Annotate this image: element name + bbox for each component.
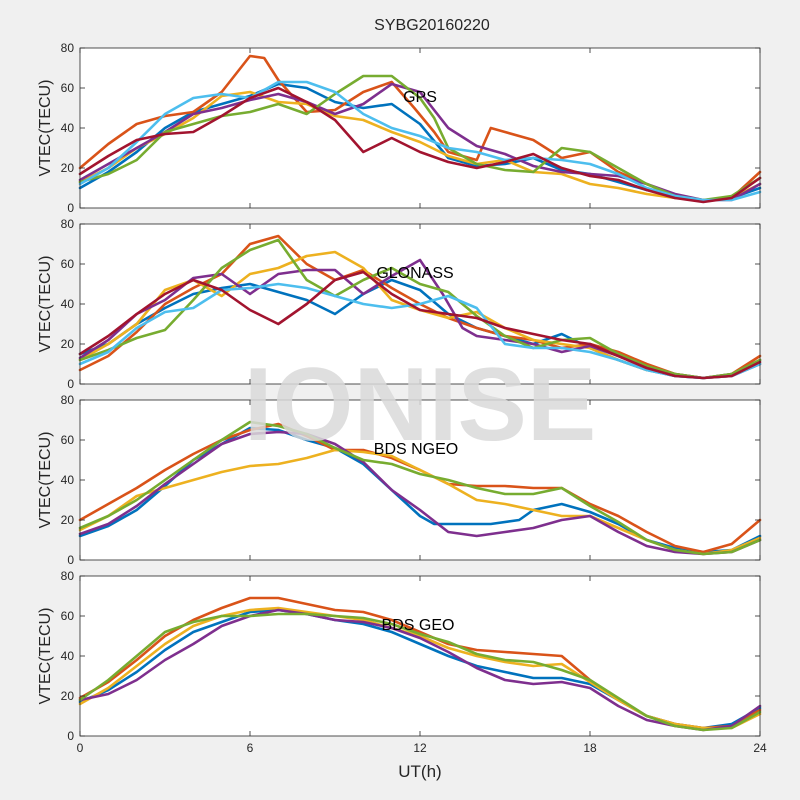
y-tick-label: 40 — [61, 121, 75, 135]
series-line — [78, 80, 762, 202]
y-tick-label: 80 — [61, 393, 75, 407]
x-tick-label: 18 — [583, 741, 597, 755]
series-line — [78, 270, 762, 380]
subplot-annotation: GLONASS — [376, 265, 453, 282]
series-line — [78, 282, 762, 380]
x-tick-label: 12 — [413, 741, 427, 755]
y-tick-label: 20 — [61, 689, 75, 703]
y-tick-label: 0 — [67, 729, 74, 743]
y-tick-label: 80 — [61, 217, 75, 231]
y-tick-label: 60 — [61, 257, 75, 271]
y-tick-label: 20 — [61, 161, 75, 175]
x-tick-label: 24 — [753, 741, 767, 755]
subplot-0: 0 20 40 60 80 VTEC(TECU) GPS — [37, 41, 762, 215]
series-line — [78, 420, 762, 556]
series-line — [78, 54, 762, 202]
subplot-1: 0 20 40 60 80 VTEC(TECU) GLONASS — [37, 217, 762, 391]
y-tick-label: 80 — [61, 41, 75, 55]
y-tick-label: 0 — [67, 377, 74, 391]
y-tick-label: 0 — [67, 553, 74, 567]
y-tick-label: 20 — [61, 513, 75, 527]
series-line — [78, 608, 762, 732]
series-line — [78, 612, 762, 732]
subplot-annotation: BDS NGEO — [374, 441, 458, 458]
subplot-2: 0 20 40 60 80 VTEC(TECU) BDS NGEO — [37, 393, 762, 567]
plot-area — [80, 576, 760, 736]
y-tick-label: 40 — [61, 649, 75, 663]
x-tick-label: 6 — [247, 741, 254, 755]
y-axis-label: VTEC(TECU) — [37, 432, 54, 529]
subplot-annotation: BDS GEO — [382, 617, 455, 634]
series-line — [78, 86, 762, 204]
watermark: IONISE — [244, 347, 597, 463]
y-tick-label: 60 — [61, 81, 75, 95]
x-tick-label: 0 — [77, 741, 84, 755]
subplot-annotation: GPS — [403, 89, 437, 106]
series-line — [78, 430, 762, 556]
y-tick-label: 40 — [61, 297, 75, 311]
y-axis-label: VTEC(TECU) — [37, 608, 54, 705]
y-axis-label: VTEC(TECU) — [37, 256, 54, 353]
y-tick-label: 40 — [61, 473, 75, 487]
series-line — [78, 238, 762, 380]
series-line — [78, 90, 762, 202]
plot-area — [80, 48, 760, 208]
x-axis-label: UT(h) — [398, 762, 441, 781]
y-tick-label: 20 — [61, 337, 75, 351]
series-line — [78, 74, 762, 202]
y-tick-label: 60 — [61, 609, 75, 623]
y-axis-label: VTEC(TECU) — [37, 80, 54, 177]
subplot-3: 0 6 12 18 24 0 20 40 60 80 VTEC(TECU) BDS GEO — [37, 569, 767, 755]
y-tick-label: 60 — [61, 433, 75, 447]
chart-title: SYBG20160220 — [374, 17, 490, 34]
y-tick-label: 80 — [61, 569, 75, 583]
y-tick-label: 0 — [67, 201, 74, 215]
